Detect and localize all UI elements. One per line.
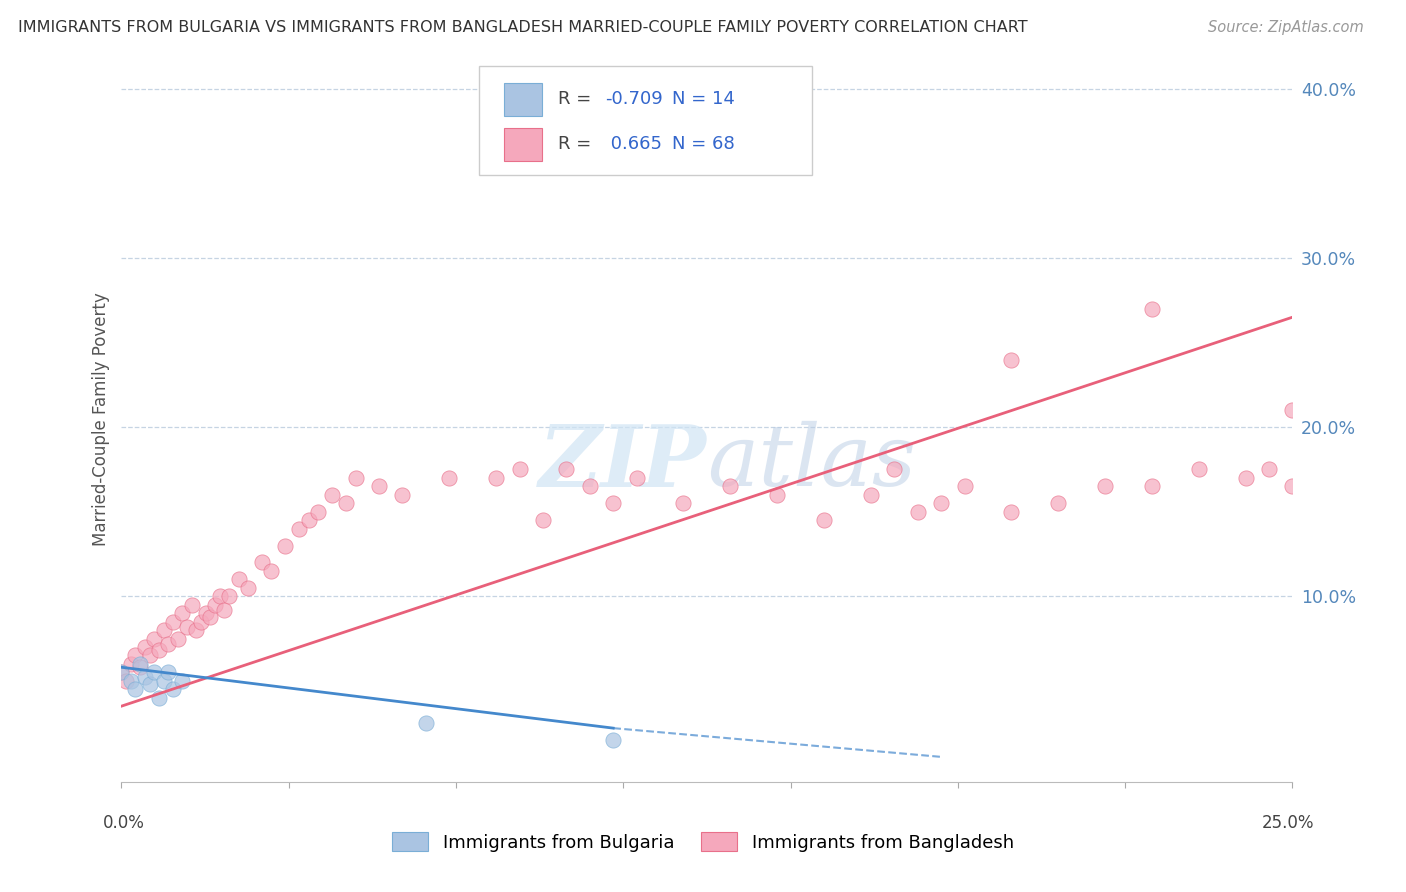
Point (157, 665, 180, 680)
Point (115, 673, 138, 688)
Point (298, 513, 321, 527)
Point (214, 603, 236, 617)
Point (274, 539, 297, 553)
Point (162, 615, 184, 629)
Point (157, 637, 180, 651)
Point (134, 670, 156, 684)
Point (148, 643, 170, 657)
Point (129, 657, 152, 671)
Point (1329, 217, 1351, 231)
Point (1188, 462, 1211, 476)
Text: IMMIGRANTS FROM BULGARIA VS IMMIGRANTS FROM BANGLADESH MARRIED-COUPLE FAMILY POV: IMMIGRANTS FROM BULGARIA VS IMMIGRANTS F… (18, 20, 1028, 35)
Point (813, 513, 835, 527)
Point (344, 471, 367, 485)
Point (602, 733, 624, 747)
Point (415, 716, 437, 731)
Point (143, 632, 166, 646)
Text: N = 68: N = 68 (672, 136, 734, 153)
Point (124, 682, 146, 697)
Point (531, 513, 554, 527)
Point (1234, 471, 1257, 485)
Point (120, 673, 142, 688)
Point (138, 677, 160, 691)
Point (186, 623, 208, 637)
Point (124, 648, 146, 663)
Text: 0.665: 0.665 (605, 136, 662, 153)
Point (953, 479, 976, 493)
Point (1000, 505, 1022, 519)
Point (907, 505, 929, 519)
Point (672, 496, 695, 510)
Point (218, 589, 240, 603)
Point (718, 479, 741, 493)
Point (859, 488, 882, 502)
Point (883, 462, 905, 476)
Point (194, 606, 217, 620)
Text: Source: ZipAtlas.com: Source: ZipAtlas.com (1208, 20, 1364, 35)
Point (1094, 479, 1116, 493)
Point (176, 620, 198, 634)
Point (129, 660, 152, 674)
Point (148, 690, 170, 705)
Legend: Immigrants from Bulgaria, Immigrants from Bangladesh: Immigrants from Bulgaria, Immigrants fro… (382, 823, 1024, 861)
Point (110, 665, 132, 680)
Point (138, 648, 160, 663)
Text: atlas: atlas (707, 421, 917, 504)
Point (110, 665, 132, 680)
Point (250, 556, 273, 570)
Text: -0.709: -0.709 (605, 90, 662, 108)
Text: ZIP: ZIP (538, 420, 707, 504)
Point (1281, 403, 1303, 417)
FancyBboxPatch shape (505, 128, 541, 161)
Point (180, 598, 202, 612)
Point (391, 488, 413, 502)
Point (208, 589, 231, 603)
FancyBboxPatch shape (478, 66, 813, 175)
Point (172, 606, 194, 620)
Point (288, 522, 311, 536)
Point (172, 673, 194, 688)
Point (1140, 479, 1163, 493)
Point (152, 673, 174, 688)
Point (134, 640, 156, 654)
Point (228, 572, 250, 586)
Point (626, 471, 648, 485)
Point (439, 471, 461, 485)
Point (321, 488, 343, 502)
Point (162, 682, 184, 697)
Point (1258, 462, 1281, 476)
Point (485, 471, 508, 485)
Point (260, 564, 283, 578)
Point (579, 479, 602, 493)
Point (143, 665, 166, 680)
Text: 0.0%: 0.0% (103, 814, 145, 831)
Point (1375, 234, 1398, 248)
FancyBboxPatch shape (505, 83, 541, 116)
Point (555, 462, 578, 476)
Point (166, 632, 188, 646)
Point (236, 581, 259, 595)
Point (204, 598, 226, 612)
Point (152, 623, 174, 637)
Point (120, 657, 142, 671)
Point (307, 505, 329, 519)
Point (929, 496, 952, 510)
Point (1000, 352, 1022, 367)
Point (368, 479, 391, 493)
Point (1140, 301, 1163, 316)
Point (335, 496, 357, 510)
Point (509, 462, 531, 476)
Text: N = 14: N = 14 (672, 90, 735, 108)
Point (766, 488, 789, 502)
Y-axis label: Married-Couple Family Poverty: Married-Couple Family Poverty (93, 292, 110, 546)
Point (1047, 496, 1070, 510)
Point (200, 609, 222, 624)
Text: 25.0%: 25.0% (1263, 814, 1315, 831)
Text: R =: R = (558, 90, 598, 108)
Text: R =: R = (558, 136, 598, 153)
Point (1281, 479, 1303, 493)
Point (190, 615, 212, 629)
Point (602, 496, 624, 510)
